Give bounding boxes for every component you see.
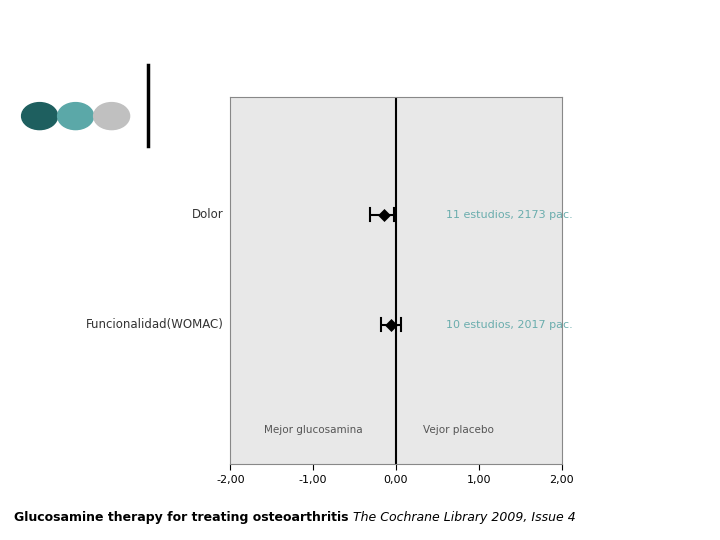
Text: Glucosamine therapy for treating osteoarthritis: Glucosamine therapy for treating osteoar…: [14, 511, 349, 524]
Text: Mejor glucosamina: Mejor glucosamina: [264, 425, 362, 435]
Text: 10 estudios, 2017 pac.: 10 estudios, 2017 pac.: [446, 320, 572, 330]
Text: The Cochrane Library 2009, Issue 4: The Cochrane Library 2009, Issue 4: [349, 511, 576, 524]
Text: Funcionalidad(WOMAC): Funcionalidad(WOMAC): [86, 319, 223, 332]
Text: Vejor placebo: Vejor placebo: [423, 425, 493, 435]
Text: 11 estudios, 2173 pac.: 11 estudios, 2173 pac.: [446, 210, 572, 220]
Text: Dolor: Dolor: [192, 208, 223, 221]
